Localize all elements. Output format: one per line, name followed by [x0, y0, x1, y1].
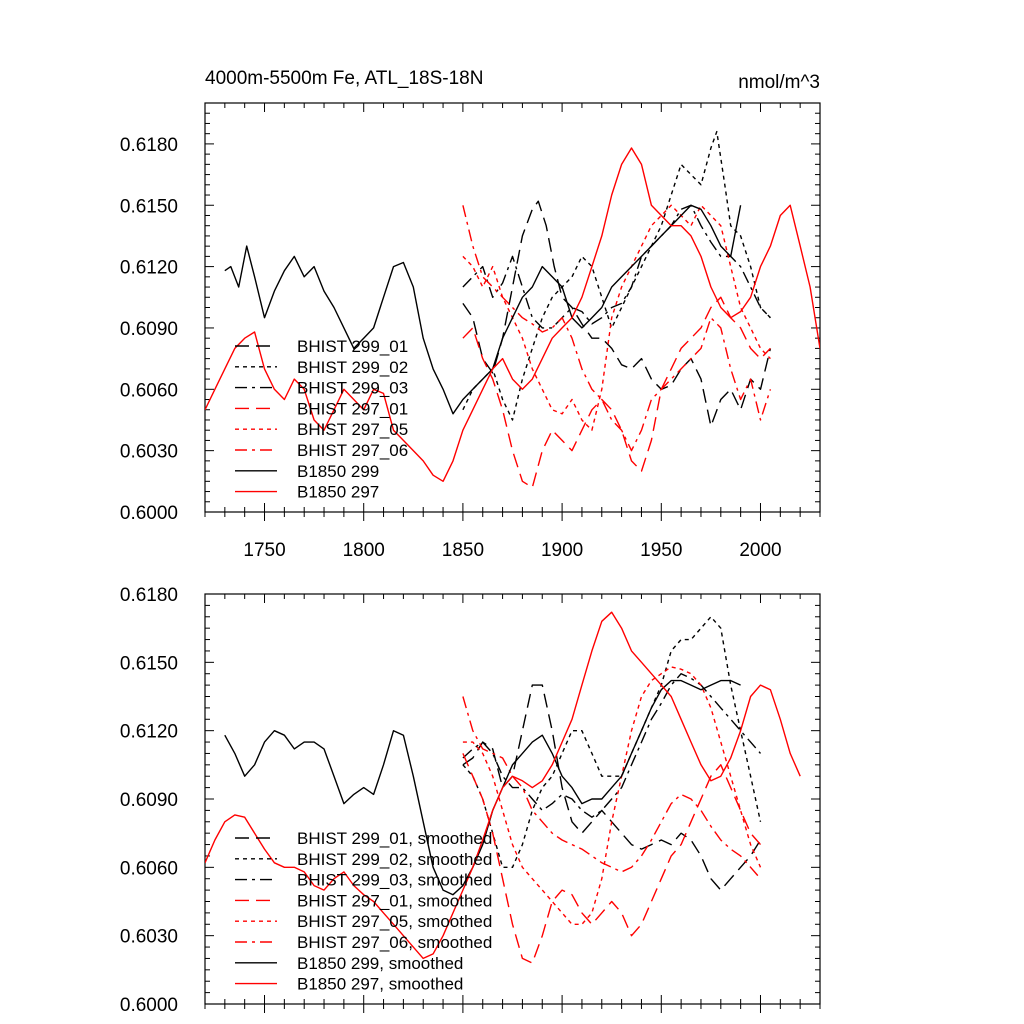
- series-line-b1850-297: [205, 147, 820, 482]
- series-line-bhist-299-03: [462, 204, 771, 329]
- series-line-bhist-299-01: [462, 200, 772, 427]
- bottom-panel: 0.6000 0.6030 0.6060 0.6090 0.6120 0.6150 0.61…: [120, 585, 821, 1016]
- legend-label: BHIST 297_01: [297, 399, 408, 418]
- legend-label: B1850 297, smoothed: [297, 975, 463, 994]
- x-tick-label: 1750: [243, 540, 285, 561]
- y-tick-label: 0.6120: [120, 258, 178, 279]
- y-tick-label: 0.6090: [120, 319, 178, 340]
- legend-label: BHIST 299_01, smoothed: [297, 829, 492, 848]
- x-tick-label: 2000: [739, 540, 781, 561]
- y-tick-label: 0.6180: [120, 135, 178, 156]
- top-panel: 1750 1800 1850 1900 1950 2000 0.6000 0.6030 0.60…: [120, 102, 821, 561]
- legend-label: BHIST 297_05, smoothed: [297, 912, 492, 931]
- series-line-bhist-299-03-smoothed: [462, 673, 762, 818]
- x-tick-label: 1900: [541, 540, 583, 561]
- chart-title: 4000m-5500m Fe, ATL_18S-18N: [205, 68, 483, 89]
- legend-label: BHIST 299_01: [297, 337, 408, 356]
- y-tick-label: 0.6090: [120, 790, 178, 811]
- series-line-bhist-297-05: [462, 204, 771, 431]
- legend-label: B1850 299: [297, 462, 379, 481]
- series-line-bhist-299-02-smoothed: [462, 616, 762, 868]
- y-tick-label: 0.6120: [120, 722, 178, 743]
- y-tick-label: 0.6000: [120, 503, 178, 524]
- y-tick-label: 0.6060: [120, 380, 178, 401]
- legend-label: BHIST 299_03, smoothed: [297, 871, 492, 890]
- series-line-bhist-299-02: [462, 130, 771, 421]
- x-tick-label: 1850: [442, 540, 484, 561]
- series-line-bhist-297-01-smoothed: [462, 753, 762, 964]
- x-tick-label: 1800: [343, 540, 385, 561]
- legend-label: BHIST 299_02: [297, 358, 408, 377]
- y-tick-label: 0.6180: [120, 585, 178, 606]
- legend-label: BHIST 299_02, smoothed: [297, 850, 492, 869]
- legend-label: BHIST 297_06, smoothed: [297, 933, 492, 952]
- series-line-bhist-297-06: [462, 205, 772, 452]
- legend-label: BHIST 297_06: [297, 441, 408, 460]
- y-tick-label: 0.6030: [120, 442, 178, 463]
- series-group: [205, 611, 801, 964]
- series-line-b1850-299: [224, 204, 742, 415]
- y-tick-label: 0.6060: [120, 858, 178, 879]
- legend-label: BHIST 297_01, smoothed: [297, 891, 492, 910]
- legend-label: B1850 299, smoothed: [297, 954, 463, 973]
- y-tick-label: 0.6150: [120, 653, 178, 674]
- series-line-b1850-297-smoothed: [205, 611, 801, 960]
- legend-label: B1850 297: [297, 483, 379, 502]
- y-tick-label: 0.6150: [120, 196, 178, 217]
- chart-units: nmol/m^3: [738, 72, 820, 93]
- y-tick-label: 0.6000: [120, 995, 178, 1016]
- series-line-bhist-297-01: [462, 296, 771, 489]
- legend-label: BHIST 299_03: [297, 379, 408, 398]
- y-tick-label: 0.6030: [120, 927, 178, 948]
- series-group: [205, 130, 820, 489]
- x-tick-label: 1950: [640, 540, 682, 561]
- series-line-bhist-297-06-smoothed: [462, 696, 762, 880]
- legend-label: BHIST 297_05: [297, 420, 408, 439]
- series-line-bhist-297-05-smoothed: [462, 666, 762, 925]
- series-line-b1850-299-smoothed: [224, 679, 741, 896]
